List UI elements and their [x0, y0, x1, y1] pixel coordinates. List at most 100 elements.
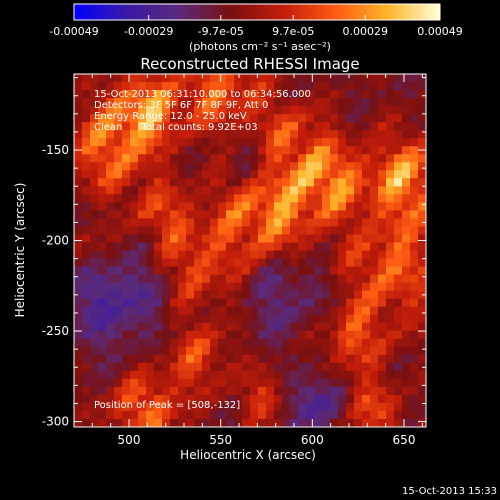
- heatmap-cell: [114, 74, 123, 83]
- heatmap-cell: [298, 354, 307, 364]
- heatmap-cell: [106, 410, 115, 420]
- heatmap-cell: [306, 354, 315, 364]
- heatmap-cell: [186, 410, 195, 420]
- heatmap-cell: [114, 130, 123, 139]
- heatmap-cell: [346, 138, 355, 147]
- heatmap-cell: [242, 226, 251, 236]
- heatmap-cell: [386, 186, 395, 195]
- heatmap-cell: [82, 234, 91, 244]
- heatmap-cell: [378, 306, 387, 316]
- heatmap-cell: [106, 90, 115, 99]
- heatmap-cell: [290, 98, 299, 107]
- heatmap-cell: [82, 178, 91, 187]
- heatmap-cell: [282, 290, 291, 300]
- heatmap-cell: [386, 346, 395, 356]
- heatmap-cell: [114, 282, 123, 292]
- heatmap-cell: [322, 154, 331, 163]
- heatmap-cell: [98, 218, 107, 228]
- heatmap-cell: [202, 306, 211, 316]
- heatmap-cell: [90, 378, 99, 388]
- heatmap-cell: [250, 394, 259, 404]
- heatmap-cell: [418, 242, 426, 252]
- heatmap-cell: [338, 306, 347, 316]
- heatmap-cell: [226, 122, 235, 131]
- heatmap-cell: [130, 290, 139, 300]
- heatmap-cell: [82, 362, 91, 372]
- heatmap-cell: [90, 290, 99, 300]
- heatmap-cell: [346, 250, 355, 260]
- heatmap-cell: [106, 338, 115, 348]
- heatmap-cell: [90, 362, 99, 372]
- heatmap-cell: [362, 354, 371, 364]
- heatmap-cell: [90, 306, 99, 316]
- heatmap-cell: [202, 346, 211, 356]
- heatmap-cell: [170, 226, 179, 236]
- heatmap-cell: [242, 370, 251, 380]
- heatmap-cell: [314, 402, 323, 412]
- heatmap-cell: [266, 362, 275, 372]
- heatmap-cell: [322, 306, 331, 316]
- heatmap-cell: [130, 194, 139, 203]
- heatmap-cell: [194, 74, 203, 83]
- heatmap-cell: [362, 90, 371, 99]
- heatmap-cell: [258, 338, 267, 348]
- heatmap-cell: [114, 322, 123, 332]
- heatmap-cell: [162, 138, 171, 147]
- heatmap-cell: [154, 202, 163, 211]
- heatmap-cell: [338, 146, 347, 155]
- heatmap-cell: [330, 154, 339, 163]
- heatmap-cell: [170, 234, 179, 244]
- heatmap-cell: [210, 386, 219, 396]
- heatmap-cell: [330, 226, 339, 236]
- heatmap-cell: [298, 218, 307, 228]
- heatmap-cell: [146, 226, 155, 236]
- heatmap-cell: [394, 194, 403, 203]
- heatmap-cell: [178, 90, 187, 99]
- heatmap-cell: [330, 394, 339, 404]
- heatmap-cell: [402, 322, 411, 332]
- heatmap-cell: [146, 98, 155, 107]
- heatmap-cell: [298, 90, 307, 99]
- heatmap-cell: [354, 322, 363, 332]
- heatmap-cell: [218, 130, 227, 139]
- heatmap-cell: [290, 282, 299, 292]
- heatmap-cell: [82, 274, 91, 284]
- heatmap-cell: [338, 290, 347, 300]
- heatmap-cell: [178, 266, 187, 276]
- heatmap-cell: [290, 410, 299, 420]
- heatmap-cell: [130, 418, 139, 427]
- heatmap-cell: [178, 290, 187, 300]
- heatmap-cell: [330, 106, 339, 115]
- heatmap-cell: [74, 114, 83, 123]
- heatmap-cell: [130, 402, 139, 412]
- heatmap-cell: [90, 242, 99, 252]
- heatmap-cell: [194, 306, 203, 316]
- heatmap-cell: [266, 130, 275, 139]
- heatmap-cell: [226, 290, 235, 300]
- heatmap-cell: [346, 322, 355, 332]
- heatmap-cell: [370, 362, 379, 372]
- heatmap-cell: [362, 362, 371, 372]
- heatmap-cell: [82, 82, 91, 91]
- heatmap-cell: [210, 410, 219, 420]
- heatmap-cell: [394, 394, 403, 404]
- heatmap-cell: [234, 154, 243, 163]
- heatmap-cell: [130, 162, 139, 171]
- heatmap-cell: [218, 162, 227, 171]
- heatmap-cell: [274, 266, 283, 276]
- y-tick-label: -300: [42, 415, 69, 429]
- heatmap-cell: [290, 106, 299, 115]
- heatmap-cell: [202, 226, 211, 236]
- heatmap-cell: [186, 226, 195, 236]
- heatmap-cell: [314, 146, 323, 155]
- heatmap-cell: [298, 202, 307, 211]
- heatmap-cell: [418, 98, 426, 107]
- heatmap-cell: [354, 106, 363, 115]
- heatmap-cell: [298, 322, 307, 332]
- heatmap-cell: [330, 210, 339, 220]
- heatmap-cell: [386, 74, 395, 83]
- heatmap-cell: [154, 322, 163, 332]
- heatmap-cell: [250, 338, 259, 348]
- heatmap-cell: [346, 354, 355, 364]
- heatmap-cell: [178, 330, 187, 340]
